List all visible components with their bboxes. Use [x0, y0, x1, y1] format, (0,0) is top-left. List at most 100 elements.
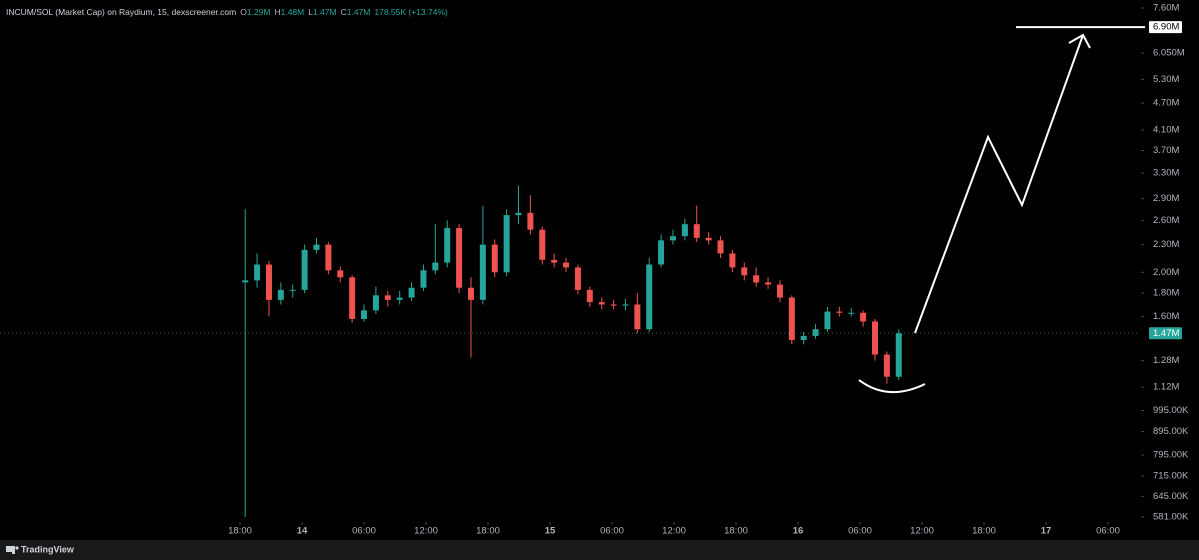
candle-body: [765, 282, 772, 285]
x-tick-label: 12:00: [414, 526, 438, 537]
candle-body: [349, 277, 356, 319]
candle-body: [479, 244, 486, 300]
candle-body: [337, 270, 344, 278]
candle-body: [361, 310, 368, 319]
y-tick-label: 795.00K: [1153, 449, 1189, 460]
candle-body: [384, 295, 391, 300]
last-price-box: [1149, 327, 1182, 340]
ohlc-label: C: [341, 7, 347, 17]
candle-body: [836, 311, 843, 313]
hline-box: [1149, 21, 1182, 34]
candle-body: [539, 229, 546, 260]
ohlc-value: 1.47M: [347, 7, 371, 17]
ohlc-label: L: [308, 7, 313, 17]
y-tick-label: 715.00K: [1153, 470, 1189, 481]
candle-body: [610, 304, 617, 306]
x-tick-label: 18:00: [228, 526, 252, 537]
candle-body: [432, 262, 439, 271]
y-tick-label: 2.60M: [1153, 215, 1179, 226]
candle-body: [753, 275, 760, 283]
drawn-curve: [858, 379, 926, 394]
last-price-label: 1.47M: [1153, 328, 1179, 339]
ohlc-value: 1.47M: [313, 7, 337, 17]
ohlc-value: 1.48M: [281, 7, 305, 17]
hline-label: 6.90M: [1153, 22, 1179, 33]
y-tick-label: 7.60M: [1153, 3, 1179, 14]
candle-body: [622, 304, 629, 306]
y-tick-label: 5.30M: [1153, 74, 1179, 85]
candle-body: [895, 333, 902, 377]
logo: [6, 546, 19, 554]
candle-body: [741, 267, 748, 276]
candle-body: [254, 264, 261, 281]
x-tick-label: 06:00: [600, 526, 624, 537]
x-tick-label: 15: [545, 526, 556, 537]
candle-body: [812, 329, 819, 336]
candle-body: [265, 264, 272, 300]
candle-body: [693, 224, 700, 238]
candle-body: [444, 228, 451, 263]
candle-body: [325, 244, 332, 271]
candle-body: [824, 311, 831, 330]
y-tick-label: 995.00K: [1153, 405, 1189, 416]
candle-body: [871, 321, 878, 355]
candle-body: [491, 244, 498, 273]
candle-body: [681, 224, 688, 237]
x-tick-label: 16: [793, 526, 804, 537]
x-tick-label: 06:00: [1096, 526, 1120, 537]
candle-body: [598, 302, 605, 305]
x-tick-label: 06:00: [848, 526, 872, 537]
y-tick-label: 4.10M: [1153, 125, 1179, 136]
x-tick-label: 06:00: [352, 526, 376, 537]
candle-body: [717, 240, 724, 254]
candle-body: [396, 297, 403, 300]
candle-body: [788, 297, 795, 341]
y-tick-label: 1.28M: [1153, 355, 1179, 366]
ohlc-label: H: [274, 7, 280, 17]
y-tick-label: 6.050M: [1153, 48, 1185, 59]
candle-body: [586, 289, 593, 303]
x-tick-label: 18:00: [972, 526, 996, 537]
change: 178.55K (+13.74%): [374, 7, 448, 17]
y-tick-label: 2.30M: [1153, 239, 1179, 250]
candle-body: [705, 237, 712, 241]
footer-text: TradingView: [21, 544, 75, 554]
candle-body: [574, 267, 581, 290]
candle-body: [301, 249, 308, 290]
candle-body: [776, 284, 783, 298]
y-tick-label: 1.12M: [1153, 382, 1179, 393]
y-tick-label: 581.00K: [1153, 512, 1189, 523]
header-title: INCUM/SOL (Market Cap) on Raydium, 15, d…: [6, 7, 236, 17]
y-tick-label: 2.00M: [1153, 267, 1179, 278]
candle-body: [800, 335, 807, 341]
candle-body: [658, 240, 665, 265]
x-tick-label: 17: [1041, 526, 1052, 537]
y-tick-label: 2.90M: [1153, 193, 1179, 204]
y-tick-label: 645.00K: [1153, 491, 1189, 502]
arrow-head: [1068, 33, 1091, 49]
candle-body: [313, 244, 320, 250]
candle-body: [467, 287, 474, 300]
y-tick-label: 895.00K: [1153, 426, 1189, 437]
candle-body: [551, 259, 558, 263]
candle-body: [860, 312, 867, 322]
candle-body: [420, 270, 427, 288]
candle-body: [289, 289, 296, 291]
y-tick-label: 4.70M: [1153, 98, 1179, 109]
candle-body: [503, 215, 510, 273]
y-tick-label: 1.80M: [1153, 288, 1179, 299]
y-tick-label: 3.70M: [1153, 145, 1179, 156]
candle-body: [563, 262, 570, 268]
x-tick-label: 12:00: [662, 526, 686, 537]
candle-body: [646, 264, 653, 330]
x-tick-label: 12:00: [910, 526, 934, 537]
candle-body: [669, 236, 676, 241]
x-tick-label: 18:00: [724, 526, 748, 537]
candle-body: [515, 212, 522, 216]
candle-body: [277, 289, 284, 300]
candle-body: [729, 253, 736, 268]
y-tick-label: 1.60M: [1153, 311, 1179, 322]
y-tick-label: 3.30M: [1153, 168, 1179, 179]
